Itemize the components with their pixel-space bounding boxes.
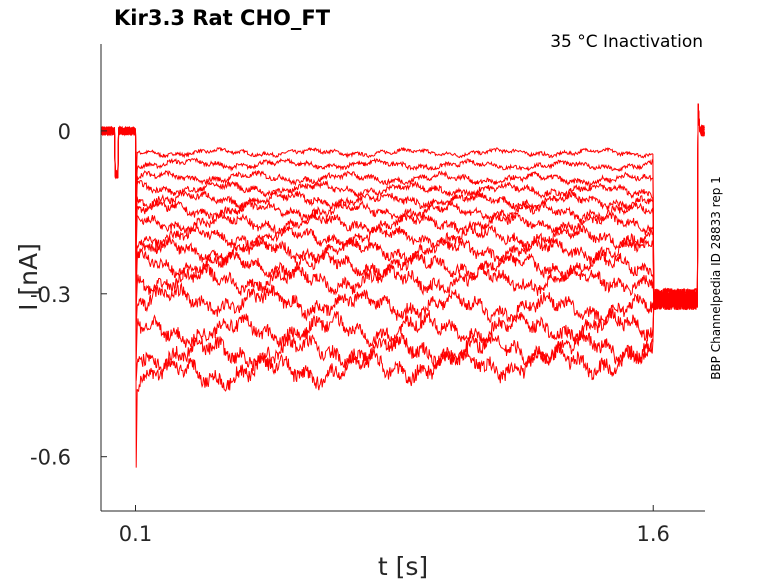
trace-line-3 — [100, 103, 705, 310]
trace-line-2 — [101, 103, 705, 311]
y-tick-label: -0.6 — [30, 446, 71, 470]
chart-subtitle: 35 °C Inactivation — [550, 32, 703, 52]
trace-line-15 — [100, 103, 705, 468]
y-tick-label: 0 — [58, 120, 71, 144]
trace-line-14 — [100, 103, 705, 381]
trace-line-1 — [100, 103, 705, 311]
x-tick-label: 0.1 — [119, 522, 152, 546]
trace-line-6 — [100, 103, 705, 310]
x-tick-label: 1.6 — [637, 522, 670, 546]
x-ticks: 0.1 1.6 — [119, 505, 670, 546]
trace-line-5 — [101, 103, 705, 310]
side-label: BBP Channelpedia ID 28833 rep 1 — [709, 176, 723, 380]
trace-line-4 — [100, 103, 705, 310]
y-axis-label: I [nA] — [14, 243, 43, 311]
y-ticks: 0 -0.3 -0.6 — [30, 120, 107, 470]
trace-line-11 — [100, 103, 705, 310]
trace-line-9 — [100, 103, 705, 310]
trace-line-7 — [100, 103, 705, 311]
x-axis-label: t [s] — [378, 552, 428, 581]
trace-line-12 — [100, 103, 705, 327]
y-tick-label: -0.3 — [30, 283, 71, 307]
trace-line-8 — [100, 103, 705, 311]
chart-title: Kir3.3 Rat CHO_FT — [114, 6, 331, 30]
trace-line-13 — [100, 103, 705, 360]
current-traces — [100, 103, 705, 468]
